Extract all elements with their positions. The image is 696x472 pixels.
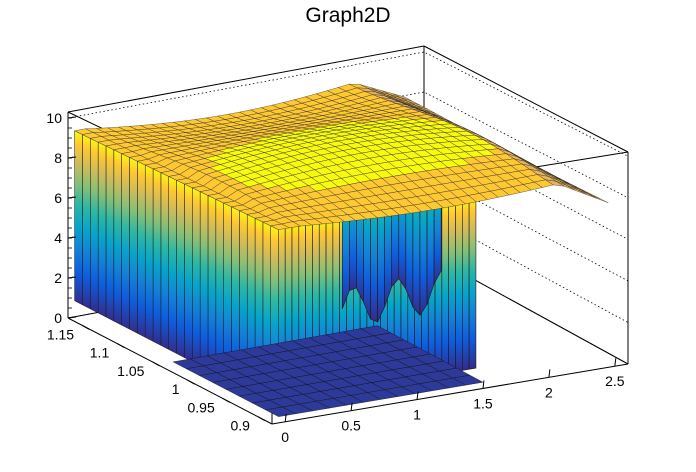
y-tick-1.1 [116,343,125,349]
z-tick-label: 2 [54,270,62,286]
surface-wall-left-cell [129,157,138,334]
surface-top-cell [578,189,598,199]
y-tick-label: 0.9 [230,418,250,434]
surface-wall-left-cell [168,176,177,354]
chart-title: Graph2D [305,4,391,27]
surface-wall-front-cell [448,200,456,374]
surface-wall-left-cell [144,164,154,342]
x-tick-label: 0 [281,429,289,445]
surface-wall-front-cell [455,199,463,372]
y-tick-1 [187,379,195,385]
surface-top-cell [589,194,609,203]
surface-floor-cell [359,325,392,336]
surface-wall-left-cell [215,198,224,379]
surface-wall-front-cell [441,201,449,375]
y-tick-label: 1.1 [90,345,110,361]
surface-wall-left-cell [176,179,185,358]
x-tick-0.5 [350,402,353,411]
x-tick-label: 1.5 [473,395,493,411]
y-tick-1.15 [81,324,90,330]
x-tick-2.5 [614,358,617,367]
surface-wall-left-cell [192,187,201,367]
y-tick-1.05 [152,361,160,367]
surface-wall-left-cell [160,172,169,350]
surface-wall-left-cell [97,141,107,318]
x-tick-2 [548,369,551,378]
surface-wall-left-cell [82,134,91,310]
x-tick-1.5 [482,380,485,389]
z-tick-label: 6 [54,190,62,206]
z-tick-label: 10 [46,110,62,126]
box-edge-left-floor [67,317,273,425]
z-tick-label: 8 [54,150,62,166]
x-tick-1 [416,391,419,400]
box-edge-back-top [67,45,425,113]
y-tick-label: 0.95 [188,399,215,415]
surface [74,83,609,417]
box-edge-right-top [423,45,629,153]
surface-wall-left-cell [121,153,130,330]
x-tick-label: 2 [545,384,553,400]
surface-wall-left-cell [113,149,122,326]
y-tick-label: 1.15 [47,326,74,342]
y-tick-label: 1 [172,381,180,397]
x-tick-label: 1 [413,407,421,423]
y-tick-label: 1.05 [117,363,144,379]
surface-wall-left-cell [90,137,99,314]
box-edge-front-floor [271,363,629,425]
y-tick-0.9 [257,416,266,422]
y-tick-0.95 [222,397,231,403]
surface-wall-left-cell [199,191,209,371]
x-tick-label: 2.5 [605,373,625,389]
surface-wall-front-cell [462,197,470,371]
x-tick-0 [284,413,287,422]
surface-wall-left-cell [137,160,146,338]
z-tick-label: 0 [54,310,62,326]
surface-wall-left-cell [105,145,115,322]
grid-line-z-10 [67,51,629,157]
z-tick-0 [67,316,77,319]
surface-wall-left-cell [184,183,193,363]
x-tick-label: 0.5 [341,418,361,434]
surface-wall-left-cell [207,195,217,375]
surface-wall-front-cell [468,196,477,370]
z-tick-label: 4 [54,230,62,246]
surface-wall-left-cell [152,168,162,346]
